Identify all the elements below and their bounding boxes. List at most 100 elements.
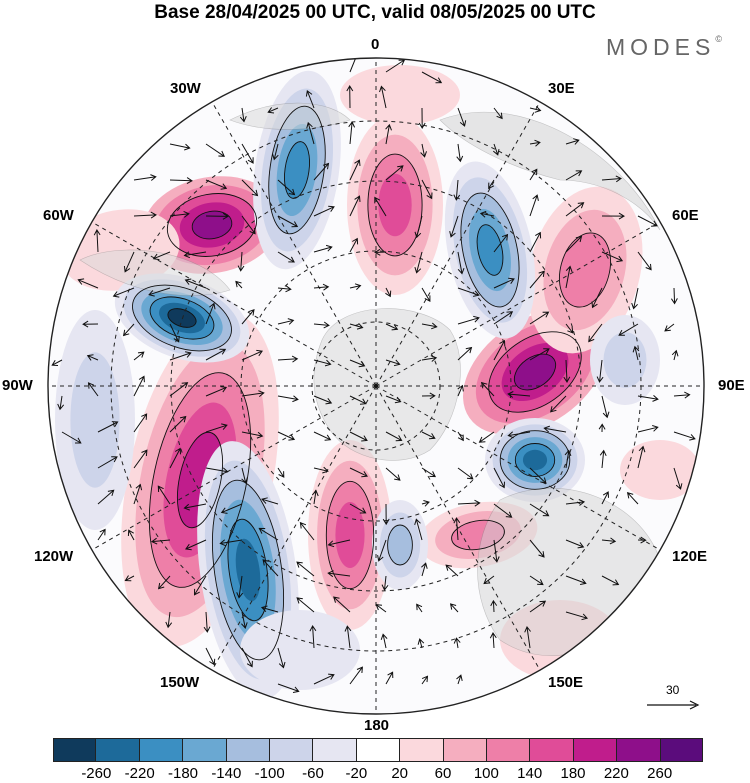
- wind-arrow: [565, 323, 574, 334]
- wind-arrow: [420, 143, 427, 158]
- wind-arrow: [277, 683, 300, 693]
- latitude-circle: [170, 180, 582, 592]
- map-outline: [47, 57, 705, 715]
- wind-arrow: [421, 355, 438, 362]
- wind-arrow: [483, 575, 495, 585]
- anomaly-contour-fill: [70, 352, 120, 488]
- wind-arrow: [133, 174, 157, 181]
- meridian-line: [375, 221, 661, 387]
- colorbar-cell: [183, 738, 227, 762]
- meridian-line: [375, 101, 541, 387]
- wind-arrow: [349, 467, 368, 478]
- wind-arrow: [379, 85, 387, 109]
- lon-label-30e: 30E: [548, 80, 575, 97]
- lon-label-120w: 120W: [34, 548, 74, 565]
- wind-arrow: [414, 518, 423, 541]
- lon-label-0: 0: [371, 36, 380, 53]
- anomaly-contour-fill: [603, 332, 647, 388]
- pole-marker: [374, 384, 378, 388]
- wind-arrow: [61, 431, 82, 444]
- wind-arrow: [241, 215, 256, 235]
- wind-arrow: [220, 503, 243, 514]
- height-contour-line: [451, 519, 505, 551]
- wind-arrow: [86, 354, 99, 361]
- lon-label-60e: 60E: [672, 207, 699, 224]
- wind-arrow: [205, 647, 216, 666]
- wind-arrow: [493, 233, 509, 253]
- wind-arrow: [601, 251, 624, 263]
- wind-arrow: [421, 392, 436, 400]
- wind-arrow: [313, 244, 333, 253]
- height-contour-line: [148, 372, 252, 588]
- wind-arrow: [598, 423, 606, 433]
- wind-arrow: [260, 605, 279, 613]
- wind-arrow: [277, 647, 286, 669]
- meridian-line: [375, 385, 661, 551]
- wind-arrow: [618, 323, 639, 336]
- wind-arrow: [51, 359, 63, 366]
- wind-arrow: [313, 673, 335, 685]
- wind-arrow: [309, 625, 317, 649]
- wind-arrow: [493, 107, 503, 120]
- wind-arrow: [313, 283, 330, 291]
- wind-arrow: [97, 528, 106, 541]
- wind-arrow: [599, 449, 607, 469]
- wind-arrow: [296, 597, 315, 613]
- reference-vector-value: 30: [666, 683, 680, 697]
- height-contour-line: [488, 331, 582, 413]
- wind-arrow: [637, 395, 659, 402]
- wind-arrow: [157, 575, 171, 590]
- wind-arrow: [169, 415, 187, 433]
- wind-arrow: [529, 106, 542, 113]
- wind-arrow: [493, 503, 513, 518]
- wind-arrow: [77, 278, 99, 289]
- anomaly-contour-fill: [378, 173, 412, 237]
- wind-arrow: [601, 212, 625, 220]
- wind-arrow: [421, 467, 437, 478]
- wind-arrow: [626, 491, 639, 505]
- wind-arrow: [565, 170, 583, 181]
- wind-arrow: [563, 359, 571, 383]
- graticule: [48, 58, 704, 714]
- wind-arrow: [529, 348, 550, 361]
- wind-arrow: [205, 302, 216, 325]
- wind-arrow: [299, 521, 315, 541]
- wind-arrow: [453, 637, 461, 649]
- anomaly-contour-fill: [335, 502, 365, 568]
- wind-arrow: [457, 315, 480, 325]
- wind-arrow: [493, 339, 506, 361]
- wind-arrow: [262, 559, 279, 577]
- wind-arrow: [150, 537, 171, 545]
- wind-arrow: [152, 251, 171, 261]
- wind-arrow: [133, 351, 145, 361]
- wind-arrow: [673, 467, 683, 490]
- wind-arrow: [277, 318, 295, 325]
- wind-arrow: [185, 539, 207, 551]
- wind-arrow: [421, 179, 433, 200]
- wind-arrow: [591, 287, 603, 309]
- colorbar-cell: [96, 738, 140, 762]
- wind-arrow: [349, 503, 367, 514]
- wind-arrow: [313, 321, 330, 329]
- wind-arrow: [588, 323, 603, 343]
- wind-arrow: [327, 539, 351, 548]
- wind-arrow: [348, 121, 356, 145]
- height-contour-line: [476, 224, 504, 276]
- height-contour-line: [227, 518, 269, 622]
- wind-arrow: [449, 215, 459, 238]
- wind-arrow: [493, 467, 505, 489]
- wind-arrow: [507, 391, 531, 398]
- wind-arrow: [311, 489, 319, 505]
- wind-arrow: [565, 499, 586, 506]
- colorbar-tick-label: -140: [211, 765, 242, 782]
- lon-label-90w: 90W: [2, 377, 33, 394]
- wind-arrow: [457, 384, 464, 397]
- wind-arrow: [601, 537, 617, 545]
- wind-arrow: [313, 205, 335, 217]
- wind-arrow: [241, 309, 255, 325]
- wind-arrow: [305, 90, 315, 109]
- wind-arrow: [333, 596, 351, 613]
- meridian-line: [91, 221, 377, 387]
- colorbar-cell: [139, 738, 184, 762]
